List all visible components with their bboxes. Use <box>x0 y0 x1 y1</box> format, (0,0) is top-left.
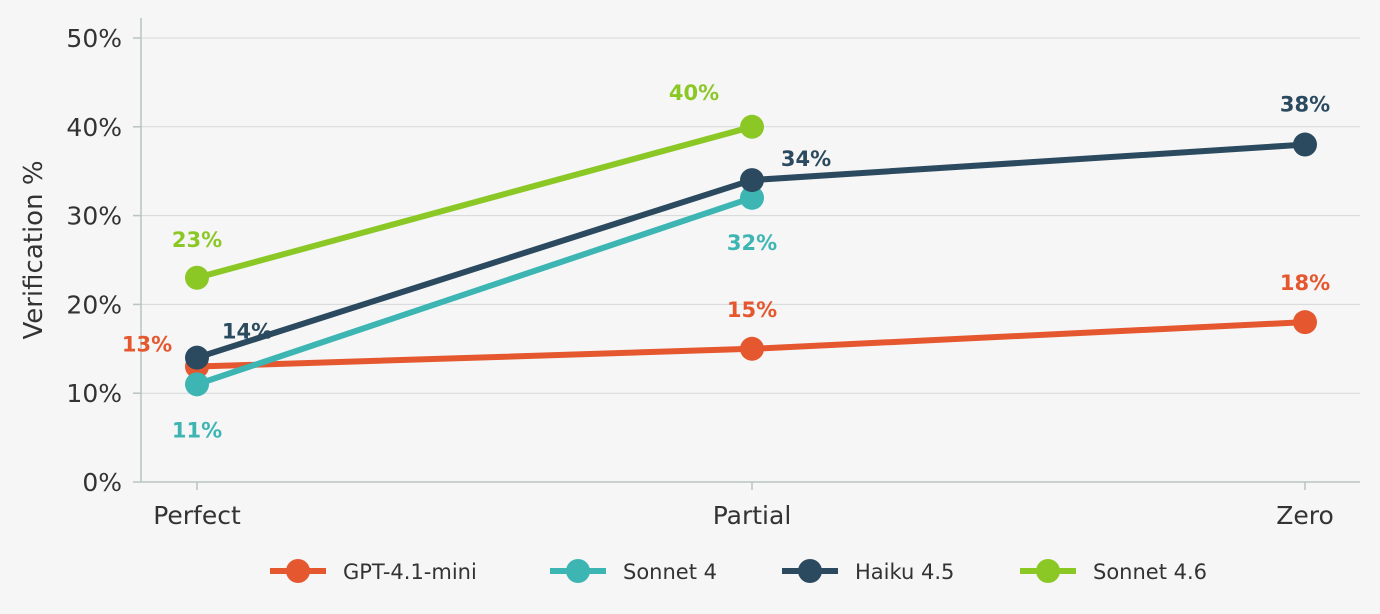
data-label: 32% <box>727 231 777 255</box>
data-label: 34% <box>781 147 831 171</box>
data-point <box>1293 132 1317 157</box>
data-point <box>740 185 764 210</box>
y-tick-label: 20% <box>66 290 122 319</box>
y-tick-label: 50% <box>66 24 122 53</box>
data-labels: 13% 15% 18% 11% 32% 14% 34% 38% 23% 40% <box>122 81 1330 443</box>
data-point <box>185 372 209 397</box>
legend-label: Sonnet 4.6 <box>1093 560 1207 584</box>
data-point <box>185 345 209 370</box>
y-tick-label: 40% <box>66 113 122 142</box>
series-line <box>196 194 753 388</box>
x-tick-label: Zero <box>1276 501 1334 530</box>
legend-marker <box>286 559 310 583</box>
x-tick-label: Perfect <box>153 501 241 530</box>
y-tick-labels: 0% 10% 20% 30% 40% 50% <box>66 24 141 497</box>
y-axis-label: Verification % <box>19 160 49 339</box>
legend-label: Haiku 4.5 <box>855 560 954 584</box>
legend-marker <box>1036 559 1060 583</box>
data-point <box>185 265 209 290</box>
gridlines <box>141 37 1360 394</box>
legend-label: GPT-4.1-mini <box>343 560 477 584</box>
data-point <box>740 114 764 139</box>
data-label: 38% <box>1280 93 1330 117</box>
legend-marker <box>566 559 590 583</box>
x-tick-labels: Perfect Partial Zero <box>153 482 1334 530</box>
data-label: 40% <box>669 81 719 105</box>
series-group <box>185 114 1317 397</box>
y-tick-label: 10% <box>66 379 122 408</box>
data-label: 11% <box>172 418 222 442</box>
legend: GPT-4.1-mini Sonnet 4 Haiku 4.5 Sonnet 4.6 <box>270 559 1207 584</box>
legend-marker <box>798 559 822 583</box>
data-label: 23% <box>172 228 222 252</box>
series-line <box>196 123 753 281</box>
data-label: 14% <box>222 320 272 344</box>
data-point <box>740 336 764 361</box>
x-tick-label: Partial <box>713 501 792 530</box>
data-point <box>740 168 764 193</box>
legend-label: Sonnet 4 <box>623 560 717 584</box>
data-point <box>1293 310 1317 335</box>
y-tick-label: 0% <box>82 468 122 497</box>
data-label: 15% <box>727 298 777 322</box>
y-tick-label: 30% <box>66 202 122 231</box>
data-label: 18% <box>1280 271 1330 295</box>
data-label: 13% <box>122 333 172 357</box>
